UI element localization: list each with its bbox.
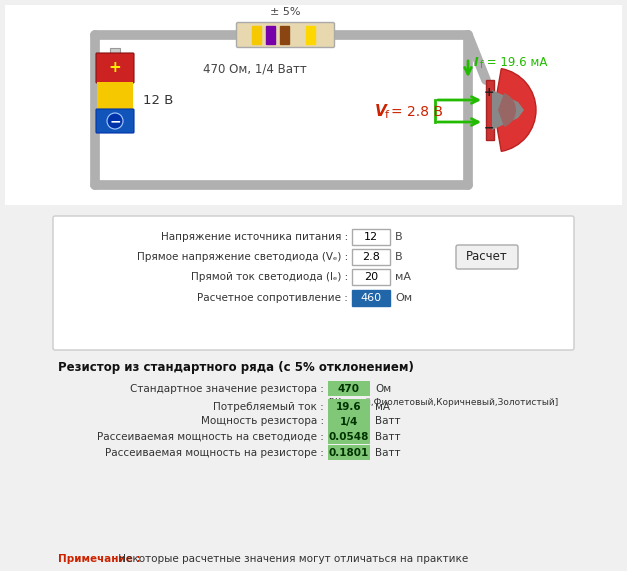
- Text: 0.1801: 0.1801: [329, 448, 369, 457]
- Text: 20: 20: [364, 272, 378, 282]
- Text: V: V: [375, 104, 387, 119]
- Text: Прямое напряжение светодиода (Vₑ) :: Прямое напряжение светодиода (Vₑ) :: [137, 252, 348, 262]
- Text: f: f: [480, 60, 483, 70]
- Wedge shape: [498, 93, 516, 127]
- Text: −: −: [484, 122, 494, 135]
- Text: 19.6: 19.6: [336, 401, 362, 412]
- FancyBboxPatch shape: [456, 245, 518, 269]
- Text: +: +: [483, 86, 494, 99]
- Text: Ватт: Ватт: [375, 416, 401, 427]
- Bar: [328, 414, 370, 429]
- Text: I: I: [474, 55, 478, 69]
- Text: Ватт: Ватт: [375, 432, 401, 441]
- Text: Рассеиваемая мощность на резисторе :: Рассеиваемая мощность на резисторе :: [105, 448, 324, 457]
- Text: Расчет: Расчет: [466, 251, 508, 263]
- Text: Прямой ток светодиода (Iₑ) :: Прямой ток светодиода (Iₑ) :: [191, 272, 348, 282]
- Text: Стандартное значение резистора :: Стандартное значение резистора :: [130, 384, 324, 393]
- Text: [Желтый,Фиолетовый,Коричневый,Золотистый]: [Желтый,Фиолетовый,Коричневый,Золотистый…: [328, 398, 558, 407]
- Polygon shape: [492, 90, 524, 130]
- Text: Ом: Ом: [395, 293, 412, 303]
- FancyBboxPatch shape: [96, 109, 134, 133]
- Bar: [110, 48, 120, 54]
- Bar: [266, 26, 275, 44]
- Bar: [352, 269, 390, 285]
- Text: Расчетное сопротивление :: Расчетное сопротивление :: [197, 293, 348, 303]
- Text: Ватт: Ватт: [375, 448, 401, 457]
- Bar: [5, 5, 622, 205]
- Text: 460: 460: [361, 293, 382, 303]
- Text: В: В: [395, 252, 403, 262]
- Bar: [252, 26, 261, 44]
- Text: −: −: [109, 114, 121, 128]
- Text: Рассеиваемая мощность на светодиоде :: Рассеиваемая мощность на светодиоде :: [97, 432, 324, 441]
- Text: 12 В: 12 В: [143, 94, 174, 107]
- Text: = 2.8 В: = 2.8 В: [391, 105, 443, 119]
- Text: Напряжение источника питания :: Напряжение источника питания :: [161, 232, 348, 242]
- FancyBboxPatch shape: [97, 82, 133, 110]
- Text: 12: 12: [364, 232, 378, 242]
- Text: 2.8: 2.8: [362, 252, 380, 262]
- Text: Потребляемый ток :: Потребляемый ток :: [213, 401, 324, 412]
- Text: 0.0548: 0.0548: [329, 432, 369, 441]
- Wedge shape: [494, 69, 536, 151]
- Text: мА: мА: [375, 401, 390, 412]
- Text: 470 Ом, 1/4 Ватт: 470 Ом, 1/4 Ватт: [203, 62, 307, 75]
- FancyBboxPatch shape: [53, 216, 574, 350]
- Bar: [352, 290, 390, 306]
- Bar: [328, 381, 370, 396]
- Text: Некоторые расчетные значения могут отличаться на практике: Некоторые расчетные значения могут отлич…: [115, 554, 468, 564]
- Text: +: +: [108, 61, 122, 75]
- Text: Ом: Ом: [375, 384, 391, 393]
- FancyBboxPatch shape: [236, 22, 334, 47]
- Text: 1/4: 1/4: [340, 416, 358, 427]
- Text: Примечание :: Примечание :: [58, 554, 140, 564]
- Text: мА: мА: [395, 272, 411, 282]
- Bar: [306, 26, 315, 44]
- Bar: [280, 26, 289, 44]
- Text: = 19.6 мА: = 19.6 мА: [483, 55, 547, 69]
- Text: 470: 470: [338, 384, 360, 393]
- Circle shape: [107, 113, 123, 129]
- Bar: [328, 399, 370, 414]
- FancyBboxPatch shape: [96, 53, 134, 83]
- Bar: [352, 249, 390, 265]
- Bar: [328, 429, 370, 444]
- Bar: [486, 80, 494, 140]
- Text: В: В: [395, 232, 403, 242]
- Text: f: f: [385, 110, 389, 120]
- Bar: [328, 445, 370, 460]
- Text: Мощность резистора :: Мощность резистора :: [201, 416, 324, 427]
- Text: ± 5%: ± 5%: [270, 7, 300, 17]
- Text: Резистор из стандартного ряда (с 5% отклонением): Резистор из стандартного ряда (с 5% откл…: [58, 361, 414, 375]
- Bar: [352, 229, 390, 245]
